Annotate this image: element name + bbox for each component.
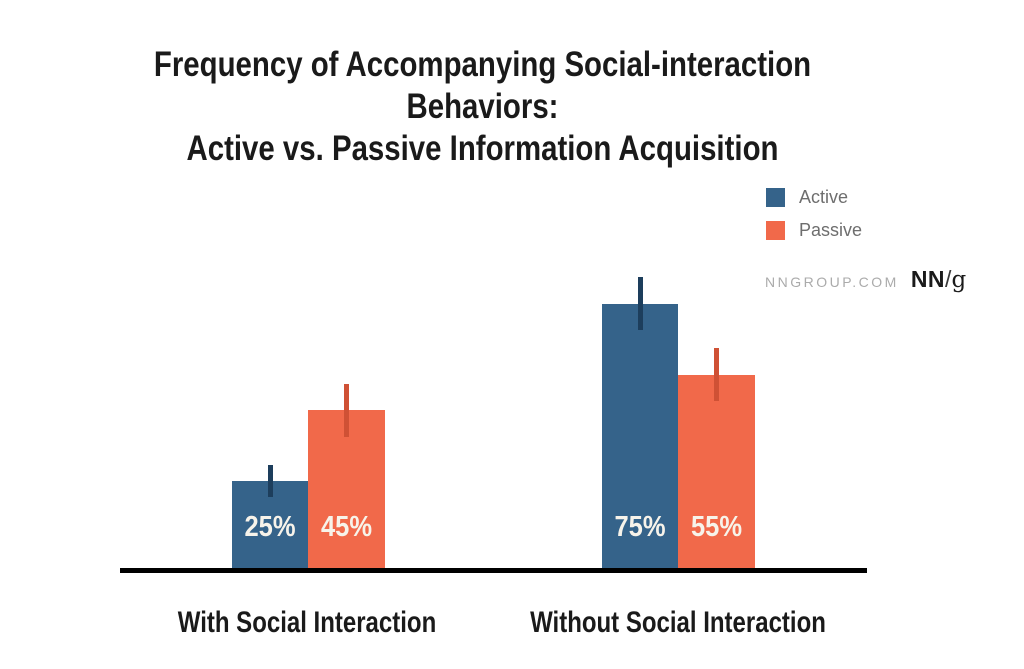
category-label-without-social: Without Social Interaction xyxy=(530,606,826,639)
bar-value-label-active-without: 75% xyxy=(614,511,666,543)
x-axis-line xyxy=(120,568,867,573)
error-bar-active-without-social xyxy=(638,277,643,330)
legend-label-passive: Passive xyxy=(799,220,863,240)
error-bar-active-with-social xyxy=(268,465,273,497)
legend-item-passive: Passive xyxy=(766,220,863,240)
legend: Active Passive xyxy=(766,187,863,254)
nng-logo-slash: / xyxy=(945,266,952,292)
active-swatch-icon xyxy=(766,188,785,207)
bar-active-without-social: 75% xyxy=(602,304,678,570)
chart-title-line2: Active vs. Passive Information Acquisiti… xyxy=(186,129,779,168)
bar-value-label-passive-without: 55% xyxy=(690,511,743,543)
chart-title: Frequency of Accompanying Social-interac… xyxy=(77,44,888,170)
chart-title-line1: Frequency of Accompanying Social-interac… xyxy=(153,45,812,126)
bar-value-label-active-with: 25% xyxy=(244,511,296,543)
bar-passive-with-social: 45% xyxy=(308,410,385,570)
nng-logo: NN/g xyxy=(911,266,966,293)
legend-item-active: Active xyxy=(766,187,862,207)
bar-active-with-social: 25% xyxy=(232,481,308,570)
error-bar-passive-without-social xyxy=(714,348,719,401)
nngroup-site-text: NNGROUP.COM xyxy=(765,274,899,290)
bar-value-label-passive-with: 45% xyxy=(320,511,373,543)
bar-passive-without-social: 55% xyxy=(678,375,755,570)
nng-logo-g: g xyxy=(951,267,967,293)
nng-logo-nn: NN xyxy=(910,266,946,292)
passive-swatch-icon xyxy=(766,221,785,240)
brand: NNGROUP.COM NN/g xyxy=(765,266,966,293)
legend-label-active: Active xyxy=(799,187,849,207)
error-bar-passive-with-social xyxy=(344,384,349,437)
category-label-with-social: With Social Interaction xyxy=(177,606,437,639)
